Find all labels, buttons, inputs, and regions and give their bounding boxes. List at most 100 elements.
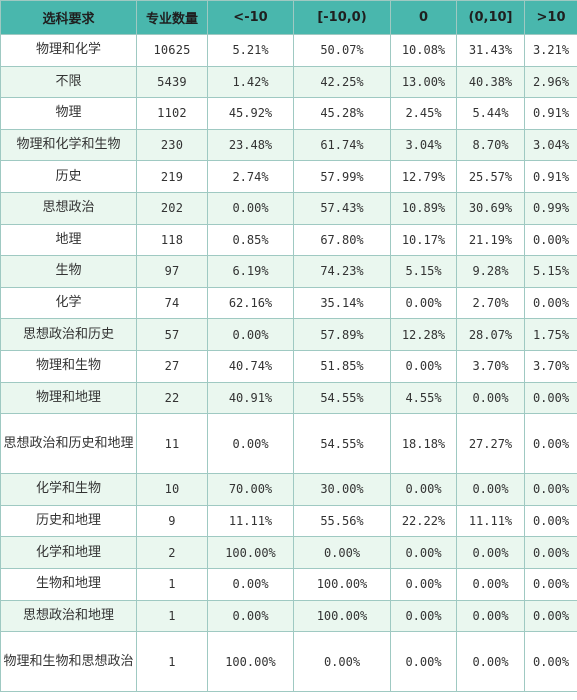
cell-gt-10: 0.00% xyxy=(524,536,577,569)
cell-0-to-10: 0.00% xyxy=(456,599,525,633)
cell-lt-minus10: 100.00% xyxy=(207,631,294,693)
cell-zero: 22.22% xyxy=(390,504,457,538)
table-row: 生物 97 6.19% 74.23% 5.15% 9.28% 5.15% xyxy=(0,255,577,288)
cell-lt-minus10: 40.91% xyxy=(207,381,294,415)
table-row: 思想政治和历史和地理 11 0.00% 54.55% 18.18% 27.27% 0.00% xyxy=(0,413,577,475)
cell-0-to-10: 0.00% xyxy=(456,473,525,506)
cell-major-count: 1102 xyxy=(136,97,208,130)
cell-zero: 0.00% xyxy=(390,349,457,383)
cell-subject-requirement: 生物和地理 xyxy=(0,567,137,601)
cell-subject-requirement: 化学和地理 xyxy=(0,536,137,569)
cell-lt-minus10: 62.16% xyxy=(207,286,294,320)
table-row: 物理和化学 10625 5.21% 50.07% 10.08% 31.43% 3.21% xyxy=(0,34,577,67)
cell-subject-requirement: 物理和化学和生物 xyxy=(0,128,137,162)
cell-zero: 0.00% xyxy=(390,567,457,601)
cell-minus10-to-0: 74.23% xyxy=(293,255,391,288)
cell-0-to-10: 0.00% xyxy=(456,381,525,415)
cell-subject-requirement: 思想政治和历史和地理 xyxy=(0,413,137,475)
table-row: 地理 118 0.85% 67.80% 10.17% 21.19% 0.00% xyxy=(0,223,577,257)
cell-subject-requirement: 历史 xyxy=(0,160,137,193)
cell-gt-10: 0.00% xyxy=(524,631,577,693)
cell-minus10-to-0: 51.85% xyxy=(293,349,391,383)
cell-major-count: 74 xyxy=(136,286,208,320)
cell-minus10-to-0: 0.00% xyxy=(293,631,391,693)
cell-gt-10: 3.70% xyxy=(524,349,577,383)
table-row: 思想政治和地理 1 0.00% 100.00% 0.00% 0.00% 0.00% xyxy=(0,599,577,633)
cell-lt-minus10: 70.00% xyxy=(207,473,294,506)
cell-major-count: 1 xyxy=(136,599,208,633)
cell-subject-requirement: 物理和生物和思想政治 xyxy=(0,631,137,693)
cell-subject-requirement: 思想政治 xyxy=(0,191,137,225)
cell-lt-minus10: 45.92% xyxy=(207,97,294,130)
cell-minus10-to-0: 57.99% xyxy=(293,160,391,193)
table-row: 物理和化学和生物 230 23.48% 61.74% 3.04% 8.70% 3.04% xyxy=(0,128,577,162)
cell-major-count: 57 xyxy=(136,318,208,351)
table-row: 思想政治和历史 57 0.00% 57.89% 12.28% 28.07% 1.75% xyxy=(0,318,577,351)
table-row: 化学和生物 10 70.00% 30.00% 0.00% 0.00% 0.00% xyxy=(0,473,577,506)
cell-subject-requirement: 生物 xyxy=(0,255,137,288)
cell-subject-requirement: 不限 xyxy=(0,65,137,99)
cell-minus10-to-0: 54.55% xyxy=(293,413,391,475)
cell-zero: 12.28% xyxy=(390,318,457,351)
cell-lt-minus10: 6.19% xyxy=(207,255,294,288)
cell-subject-requirement: 地理 xyxy=(0,223,137,257)
cell-gt-10: 0.00% xyxy=(524,381,577,415)
cell-gt-10: 0.91% xyxy=(524,97,577,130)
cell-major-count: 9 xyxy=(136,504,208,538)
cell-major-count: 1 xyxy=(136,631,208,693)
cell-lt-minus10: 23.48% xyxy=(207,128,294,162)
cell-gt-10: 0.00% xyxy=(524,599,577,633)
cell-lt-minus10: 0.00% xyxy=(207,318,294,351)
cell-gt-10: 0.00% xyxy=(524,567,577,601)
cell-zero: 0.00% xyxy=(390,286,457,320)
table-row: 物理 1102 45.92% 45.28% 2.45% 5.44% 0.91% xyxy=(0,97,577,130)
cell-minus10-to-0: 67.80% xyxy=(293,223,391,257)
cell-0-to-10: 40.38% xyxy=(456,65,525,99)
cell-major-count: 22 xyxy=(136,381,208,415)
cell-0-to-10: 21.19% xyxy=(456,223,525,257)
cell-zero: 0.00% xyxy=(390,536,457,569)
cell-gt-10: 1.75% xyxy=(524,318,577,351)
cell-gt-10: 0.00% xyxy=(524,286,577,320)
table-body: 物理和化学 10625 5.21% 50.07% 10.08% 31.43% 3.21% 不限… xyxy=(0,34,577,693)
cell-0-to-10: 2.70% xyxy=(456,286,525,320)
cell-zero: 2.45% xyxy=(390,97,457,130)
table-row: 物理和生物 27 40.74% 51.85% 0.00% 3.70% 3.70% xyxy=(0,349,577,383)
cell-zero: 10.89% xyxy=(390,191,457,225)
cell-zero: 10.17% xyxy=(390,223,457,257)
cell-gt-10: 0.91% xyxy=(524,160,577,193)
cell-gt-10: 5.15% xyxy=(524,255,577,288)
header-row: 选科要求 专业数量 <-10 [-10,0) 0 (0,10] >10 xyxy=(0,0,577,35)
cell-lt-minus10: 11.11% xyxy=(207,504,294,538)
cell-0-to-10: 31.43% xyxy=(456,34,525,67)
cell-minus10-to-0: 42.25% xyxy=(293,65,391,99)
cell-lt-minus10: 40.74% xyxy=(207,349,294,383)
cell-minus10-to-0: 55.56% xyxy=(293,504,391,538)
table-row: 历史 219 2.74% 57.99% 12.79% 25.57% 0.91% xyxy=(0,160,577,193)
table-row: 化学 74 62.16% 35.14% 0.00% 2.70% 0.00% xyxy=(0,286,577,320)
cell-major-count: 118 xyxy=(136,223,208,257)
cell-lt-minus10: 100.00% xyxy=(207,536,294,569)
cell-zero: 0.00% xyxy=(390,473,457,506)
cell-0-to-10: 25.57% xyxy=(456,160,525,193)
cell-minus10-to-0: 61.74% xyxy=(293,128,391,162)
cell-0-to-10: 0.00% xyxy=(456,631,525,693)
cell-minus10-to-0: 35.14% xyxy=(293,286,391,320)
cell-gt-10: 0.99% xyxy=(524,191,577,225)
cell-lt-minus10: 2.74% xyxy=(207,160,294,193)
cell-major-count: 2 xyxy=(136,536,208,569)
cell-major-count: 10625 xyxy=(136,34,208,67)
table-header: 选科要求 专业数量 <-10 [-10,0) 0 (0,10] >10 xyxy=(0,0,577,35)
cell-lt-minus10: 0.00% xyxy=(207,191,294,225)
cell-gt-10: 3.21% xyxy=(524,34,577,67)
cell-major-count: 219 xyxy=(136,160,208,193)
cell-subject-requirement: 历史和地理 xyxy=(0,504,137,538)
cell-major-count: 202 xyxy=(136,191,208,225)
table-row: 化学和地理 2 100.00% 0.00% 0.00% 0.00% 0.00% xyxy=(0,536,577,569)
cell-0-to-10: 28.07% xyxy=(456,318,525,351)
cell-minus10-to-0: 54.55% xyxy=(293,381,391,415)
cell-zero: 13.00% xyxy=(390,65,457,99)
cell-zero: 0.00% xyxy=(390,599,457,633)
